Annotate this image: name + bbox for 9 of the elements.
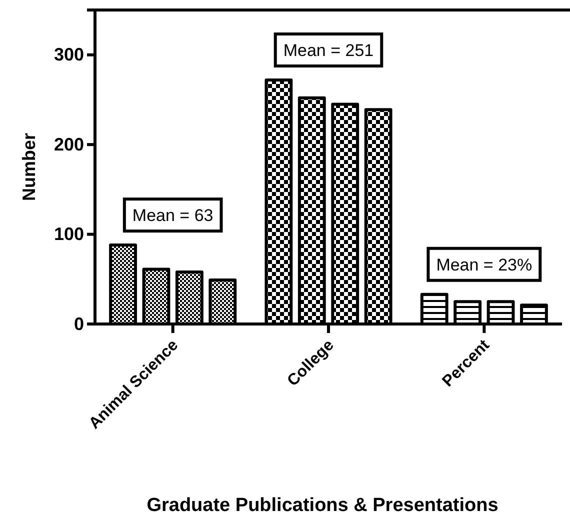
y-tick-label: 100 bbox=[54, 224, 84, 244]
y-tick-label: 200 bbox=[54, 134, 84, 154]
x-axis-title: Graduate Publications & Presentations bbox=[146, 495, 498, 516]
annotation: Mean = 63 bbox=[132, 206, 214, 226]
annotation: Mean = 251 bbox=[283, 40, 374, 60]
y-tick-label: 0 bbox=[74, 314, 84, 334]
annotation: Mean = 23% bbox=[436, 255, 532, 274]
y-axis-title: Number bbox=[19, 132, 39, 202]
y-tick-label: 300 bbox=[54, 44, 84, 65]
